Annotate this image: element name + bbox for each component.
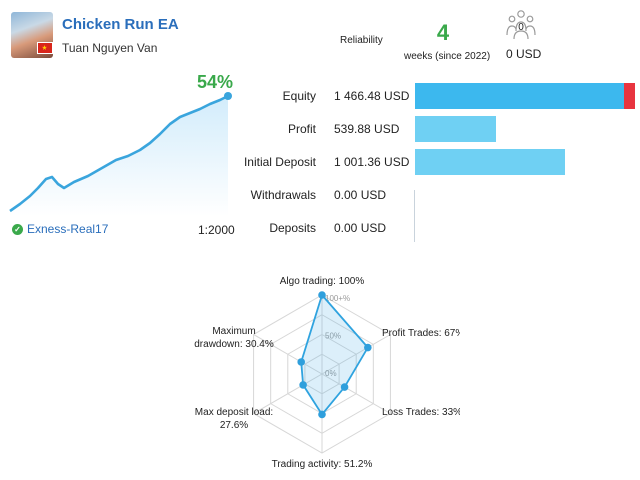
growth-percent: 54% bbox=[197, 72, 234, 92]
broker-account-name: Exness-Real17 bbox=[27, 222, 109, 236]
radar-point bbox=[318, 291, 326, 299]
broker-account[interactable]: ✓ Exness-Real17 bbox=[12, 222, 108, 236]
radar-metric-label: Maximum bbox=[212, 326, 255, 337]
stat-value: 0.00 USD bbox=[334, 188, 387, 202]
stat-label: Withdrawals bbox=[250, 188, 316, 202]
radar-scale-label: 0% bbox=[325, 369, 337, 378]
subscribers-icon: 0 bbox=[506, 10, 536, 40]
radar-point bbox=[364, 343, 372, 352]
stat-label: Profit bbox=[287, 122, 316, 136]
reliability-label: Reliability bbox=[340, 35, 383, 46]
growth-end-point bbox=[224, 92, 232, 100]
stat-value: 0.00 USD bbox=[334, 221, 387, 235]
verified-check-icon: ✓ bbox=[12, 223, 23, 235]
author-name[interactable]: Tuan Nguyen Van bbox=[62, 41, 158, 55]
stat-label: Equity bbox=[282, 89, 316, 103]
stat-bar bbox=[415, 83, 635, 109]
radar-metric-label: Loss Trades: 33% bbox=[382, 407, 460, 418]
radar-point bbox=[318, 410, 326, 419]
subscribers-amount: 0 USD bbox=[506, 47, 542, 61]
vietnam-flag-icon bbox=[37, 42, 53, 54]
leverage: 1:2000 bbox=[198, 223, 235, 237]
weeks-count: 4 bbox=[436, 20, 450, 45]
radar-metric-label: Max deposit load: bbox=[195, 407, 273, 418]
stat-label: Initial Deposit bbox=[243, 155, 316, 169]
radar-axis bbox=[253, 334, 323, 375]
stat-value: 1 466.48 USD bbox=[334, 89, 410, 103]
radar-axis bbox=[321, 373, 391, 414]
growth-line bbox=[9, 94, 229, 213]
stat-label: Deposits bbox=[269, 221, 316, 235]
radar-axis bbox=[253, 373, 323, 414]
bars-axis-line bbox=[414, 190, 415, 242]
author-avatar[interactable] bbox=[11, 12, 53, 58]
radar-metric-label: 27.6% bbox=[220, 420, 248, 431]
radar-scale-label: 100+% bbox=[325, 294, 350, 303]
stat-value: 539.88 USD bbox=[334, 122, 400, 136]
growth-area bbox=[10, 96, 228, 216]
radar-metric-label: Trading activity: 51.2% bbox=[272, 459, 373, 470]
radar-value-area bbox=[300, 293, 369, 416]
radar-axis bbox=[321, 334, 391, 375]
stat-bar-loss-segment bbox=[624, 83, 635, 109]
weeks-since-text: weeks (since 2022) bbox=[404, 51, 491, 62]
subscribers-count: 0 bbox=[518, 22, 524, 33]
radar-scale-label: 50% bbox=[325, 332, 341, 341]
radar-point bbox=[340, 383, 349, 391]
growth-chart[interactable] bbox=[8, 88, 234, 218]
stat-bar bbox=[415, 116, 496, 142]
stat-bar bbox=[415, 149, 565, 175]
radar-metric-label: drawdown: 30.4% bbox=[194, 339, 274, 350]
stat-value: 1 001.36 USD bbox=[334, 155, 410, 169]
signal-title[interactable]: Chicken Run EA bbox=[62, 16, 179, 33]
radar-point bbox=[297, 358, 306, 366]
radar-point bbox=[299, 381, 307, 389]
trading-radar-chart: 100+% 50% 0% Algo trading: 100% Profit Trade… bbox=[194, 276, 460, 470]
radar-metric-label: Algo trading: 100% bbox=[280, 276, 365, 287]
radar-metric-label: Profit Trades: 67% bbox=[382, 328, 460, 339]
